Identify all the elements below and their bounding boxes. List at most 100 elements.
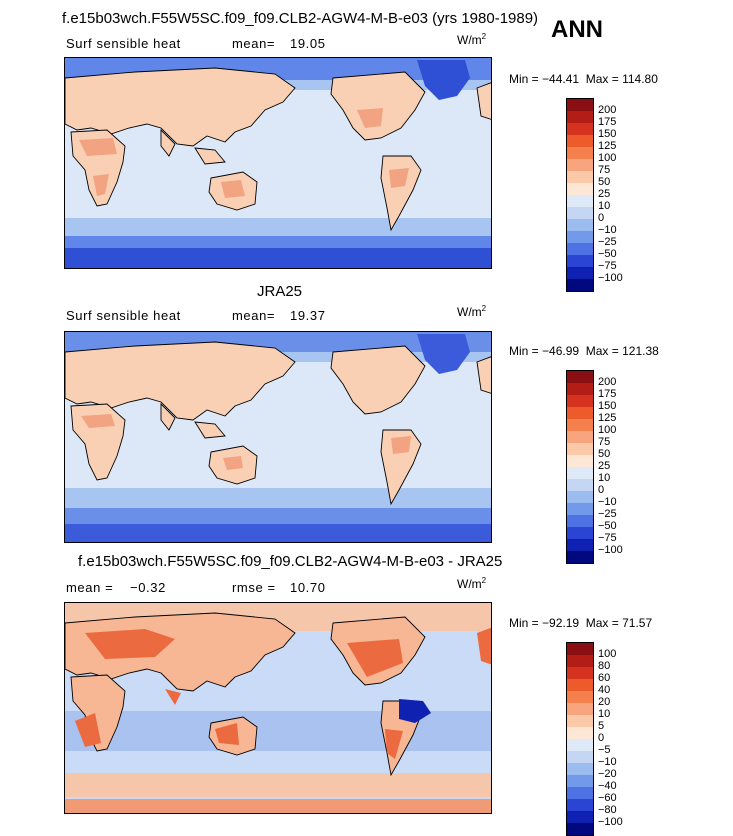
panel3-rmse-label: rmse = [232,580,276,595]
panel1-minmax: Min = −44.41 Max = 114.80 [509,72,658,86]
colorbar-swatch [567,279,593,291]
colorbar-swatch [567,491,593,503]
map-region-land-hot [93,174,109,196]
map-region-land-hot [85,629,175,659]
colorbar-tick-label: −10 [598,496,617,508]
colorbar-swatch [567,763,593,775]
colorbar-tick-label: 100 [598,648,617,660]
map-region-land [70,674,126,752]
colorbar-swatch [567,467,593,479]
panel2-title: JRA25 [257,283,303,300]
colorbar-swatch [567,751,593,763]
panel3-title: f.e15b03wch.F55W5SC.f09_f09.CLB2-AGW4-M-… [78,553,503,570]
colorbar-tick-label: 75 [598,164,611,176]
panel2-colorbar [566,370,594,564]
colorbar-tick-label: 125 [598,412,617,424]
map-region-land [380,429,422,506]
colorbar-tick-label: −100 [598,816,623,828]
colorbar-swatch [567,703,593,715]
map-region-land-hot [391,436,411,454]
colorbar-tick-label: −100 [598,544,623,556]
map-region-land-hot [165,689,181,705]
colorbar-tick-label: −75 [598,260,617,272]
map-region-land [194,421,226,439]
colorbar-tick-label: 0 [598,484,605,496]
colorbar-tick-label: 50 [598,176,611,188]
panel2-map-graphic [65,332,491,542]
colorbar-swatch [567,479,593,491]
panel1-mean-label: mean= [232,36,276,51]
colorbar-tick-label: 10 [598,472,611,484]
colorbar-tick-label: 5 [598,720,605,732]
map-region-polar-deep [65,248,491,268]
colorbar-tick-label: 150 [598,400,617,412]
panel2-units: W/m2 [457,304,487,319]
panel2-colorbar-labels: 200 175 150 125 100 75 50 25 10 0 −10 −25 −50 −75 −100 [598,370,623,562]
map-region-land-hot [75,713,101,747]
panel3-units: W/m2 [457,576,487,591]
colorbar-swatch [567,667,593,679]
colorbar-swatch [567,207,593,219]
panel1-variable-label: Surf sensible heat [66,36,181,51]
map-region-storm [65,711,491,751]
colorbar-tick-label: 80 [598,660,611,672]
colorbar-swatch [567,455,593,467]
map-region-land-hot [389,168,409,188]
map-region-land-hot [79,138,117,156]
map-region-storm [65,488,491,508]
map-region-polar [65,773,491,797]
map-region-polar [65,236,491,250]
colorbar-swatch [567,691,593,703]
map-region-polar-deep [65,524,491,542]
colorbar-tick-label: 10 [598,200,611,212]
colorbar-tick-label: −25 [598,508,617,520]
colorbar-swatch [567,231,593,243]
map-region-land [476,82,491,120]
colorbar-swatch [567,503,593,515]
map-region-polar-deep [417,334,470,374]
colorbar-tick-label: 10 [598,708,611,720]
colorbar-swatch [567,551,593,563]
colorbar-swatch [567,679,593,691]
colorbar-tick-label: 60 [598,672,611,684]
colorbar-swatch [567,123,593,135]
map-region-land [330,71,426,141]
panel1-units: W/m2 [457,32,487,47]
map-region-land-hot [215,723,239,745]
colorbar-swatch [567,823,593,835]
colorbar-tick-label: −20 [598,768,617,780]
map-region-land [160,402,176,431]
map-region-land-hot [347,639,403,677]
colorbar-swatch [567,515,593,527]
colorbar-tick-label: 25 [598,188,611,200]
colorbar-swatch [567,159,593,171]
colorbar-swatch [567,407,593,419]
colorbar-swatch [567,527,593,539]
colorbar-tick-label: 175 [598,116,617,128]
map-region-land-hot [81,414,115,428]
panel3-rmse-value: 10.70 [290,580,326,595]
map-region-storm [65,218,491,236]
map-region-land [194,147,226,165]
map-region-land-hot [357,108,383,128]
colorbar-swatch [567,775,593,787]
map-region-land [65,67,296,147]
map-region-polar [65,508,491,526]
colorbar-tick-label: −10 [598,756,617,768]
panel1-title: f.e15b03wch.F55W5SC.f09_f09.CLB2-AGW4-M-… [62,10,539,27]
map-region-land-hot [221,180,245,198]
map-region-land [476,356,491,394]
colorbar-label-spacer [598,92,623,104]
colorbar-tick-label: 200 [598,376,617,388]
colorbar-swatch [567,811,593,823]
panel2-variable-label: Surf sensible heat [66,308,181,323]
colorbar-swatch [567,739,593,751]
panel3-mean-label: mean = [66,580,114,595]
colorbar-tick-label: 40 [598,684,611,696]
panel2-minmax: Min = −46.99 Max = 121.38 [509,344,659,358]
colorbar-tick-label: 150 [598,128,617,140]
colorbar-swatch [567,383,593,395]
colorbar-swatch [567,243,593,255]
colorbar-tick-label: 100 [598,424,617,436]
colorbar-swatch [567,99,593,111]
